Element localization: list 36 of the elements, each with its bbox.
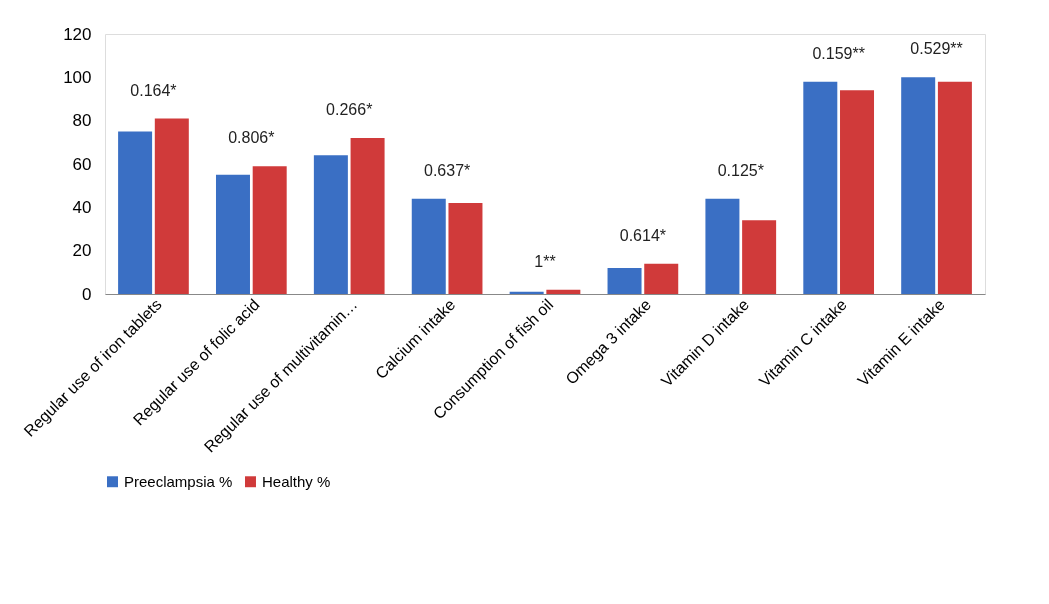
bar — [118, 131, 153, 294]
y-tick-label: 0 — [82, 284, 92, 304]
bar — [901, 77, 936, 294]
y-tick-label: 20 — [72, 241, 92, 261]
y-tick-label: 60 — [72, 154, 92, 174]
bar — [546, 289, 581, 294]
bar — [313, 155, 348, 294]
y-tick-label: 100 — [63, 67, 92, 87]
bar — [215, 174, 250, 294]
bar — [448, 203, 483, 294]
bar — [840, 90, 875, 294]
bar — [742, 220, 777, 294]
bar — [607, 268, 642, 294]
bar — [937, 81, 972, 294]
legend-label: Preeclampsia % — [124, 472, 233, 490]
bar — [644, 263, 679, 294]
y-tick-label: 80 — [72, 111, 92, 131]
bar — [350, 138, 385, 294]
annotation: 0.637* — [423, 161, 471, 179]
annotation: 0.164* — [130, 81, 177, 99]
annotation: 0.266* — [326, 101, 373, 118]
annotation: 0.529** — [910, 40, 963, 58]
annotation: 0.614* — [619, 226, 667, 244]
legend-label: Healthy % — [262, 472, 331, 490]
bar — [154, 118, 189, 294]
bar — [803, 81, 838, 294]
bar — [509, 291, 544, 294]
bar — [705, 198, 740, 294]
y-tick-label: 120 — [63, 24, 92, 44]
annotation: 1** — [534, 252, 556, 270]
y-tick-label: 40 — [72, 197, 92, 217]
annotation: 0.806* — [228, 129, 275, 147]
bar — [411, 198, 446, 294]
bar — [252, 166, 287, 294]
annotation: 0.159** — [812, 44, 865, 62]
annotation: 0.125* — [717, 161, 764, 179]
